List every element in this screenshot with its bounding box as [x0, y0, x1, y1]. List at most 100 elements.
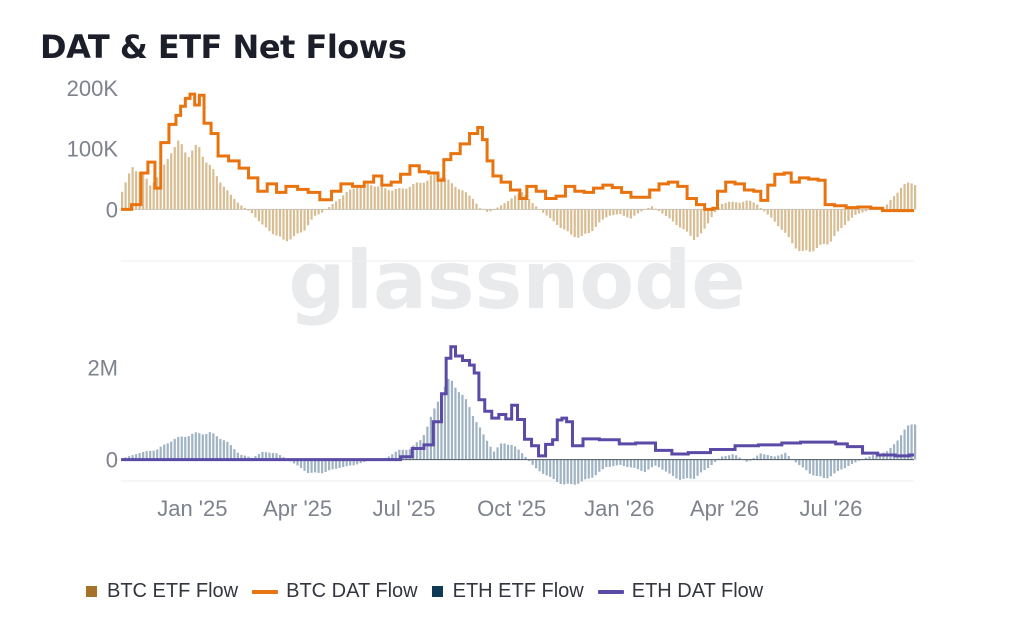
- btc-etf-bar: [619, 209, 622, 215]
- btc-etf-bar: [254, 209, 257, 218]
- btc-etf-bar: [485, 209, 489, 212]
- eth-etf-bar: [138, 453, 141, 460]
- eth-etf-bar: [187, 436, 190, 460]
- eth-etf-bar: [545, 459, 548, 476]
- btc-etf-bar: [226, 190, 229, 210]
- btc-etf-bar: [268, 209, 271, 232]
- btc-etf-bar: [201, 156, 204, 210]
- btc-etf-bar: [296, 209, 299, 234]
- eth-etf-bar: [542, 459, 545, 474]
- eth-etf-bar: [850, 459, 854, 464]
- btc-etf-bar: [622, 209, 625, 216]
- eth-etf-bar: [682, 459, 685, 479]
- eth-etf-bar: [577, 459, 580, 484]
- eth-etf-bar: [222, 440, 225, 460]
- eth-etf-bar: [608, 459, 611, 467]
- btc-etf-bar: [342, 195, 345, 210]
- eth-etf-bar: [766, 455, 769, 460]
- btc-etf-bar: [128, 173, 131, 210]
- eth-etf-bar: [864, 457, 868, 460]
- btc-etf-bar: [422, 182, 425, 210]
- btc-etf-bar: [521, 192, 524, 210]
- btc-etf-bar: [313, 209, 317, 216]
- btc-y-tick: 200K: [67, 76, 119, 101]
- btc-etf-bar: [861, 209, 864, 213]
- eth-etf-bar: [177, 436, 180, 460]
- btc-etf-bar: [299, 209, 303, 233]
- eth-etf-bar: [749, 459, 752, 461]
- btc-etf-bar: [640, 209, 643, 212]
- eth-etf-bar: [306, 459, 310, 474]
- btc-etf-bar: [847, 209, 850, 222]
- legend-swatch: [86, 586, 97, 597]
- eth-etf-bar: [521, 453, 524, 460]
- btc-etf-bar: [826, 209, 829, 245]
- eth-etf-bar: [777, 455, 780, 460]
- eth-etf-bar: [636, 459, 639, 470]
- eth-etf-bar: [429, 416, 432, 460]
- btc-etf-bar: [692, 209, 696, 241]
- btc-etf-bar: [843, 209, 847, 225]
- legend-item[interactable]: ETH DAT Flow: [597, 580, 763, 603]
- btc-etf-bar: [198, 147, 201, 210]
- eth-etf-bar: [461, 394, 464, 460]
- btc-etf-bar: [335, 201, 338, 210]
- eth-etf-bar: [454, 387, 457, 460]
- legend-item[interactable]: ETH ETF Flow: [431, 580, 584, 603]
- eth-etf-bar: [675, 459, 678, 479]
- eth-etf-bar: [503, 443, 506, 460]
- legend-label: BTC ETF Flow: [107, 580, 239, 602]
- btc-etf-bar: [661, 209, 664, 214]
- btc-etf-bar: [864, 209, 868, 212]
- eth-etf-bar: [194, 432, 197, 460]
- eth-etf-bar: [292, 459, 296, 464]
- eth-etf-bar: [745, 459, 748, 462]
- eth-etf-bar: [689, 459, 692, 479]
- eth-etf-bar: [903, 429, 906, 460]
- btc-etf-bar: [696, 209, 699, 237]
- legend-item[interactable]: BTC DAT Flow: [252, 580, 418, 603]
- eth-etf-bar: [492, 451, 496, 460]
- legend: BTC ETF Flow BTC DAT Flow ETH ETF Flow ETH …: [86, 580, 777, 603]
- eth-etf-bar: [405, 449, 408, 460]
- x-tick: Jan '26: [584, 496, 654, 521]
- eth-etf-bar: [268, 452, 271, 460]
- legend-item[interactable]: BTC ETF Flow: [86, 580, 238, 603]
- eth-etf-bar: [271, 452, 275, 460]
- eth-etf-bar: [538, 459, 541, 472]
- eth-etf-bar: [556, 459, 559, 483]
- chart-title: DAT & ETF Net Flows: [40, 28, 407, 66]
- eth-etf-bar: [668, 459, 671, 474]
- btc-etf-bar: [496, 207, 499, 210]
- eth-etf-bar: [524, 456, 527, 460]
- eth-etf-bar: [906, 425, 910, 460]
- btc-etf-bar: [777, 209, 780, 227]
- eth-etf-bar: [629, 459, 632, 468]
- eth-etf-bar: [296, 459, 299, 466]
- eth-etf-bar: [563, 459, 566, 485]
- btc-y-tick: 0: [106, 197, 118, 222]
- eth-etf-bar: [822, 459, 825, 478]
- btc-etf-bar: [815, 209, 818, 249]
- btc-etf-bar: [615, 209, 618, 215]
- btc-etf-bar: [149, 185, 152, 210]
- btc-etf-bar: [854, 209, 857, 215]
- x-tick: Apr '26: [690, 496, 759, 521]
- btc-etf-bar: [850, 209, 854, 218]
- eth-etf-bar: [812, 459, 815, 476]
- eth-etf-bar: [752, 458, 755, 460]
- eth-etf-bar: [145, 451, 148, 460]
- btc-etf-bar: [257, 209, 261, 222]
- btc-etf-bar: [243, 207, 247, 210]
- eth-etf-bar: [394, 451, 397, 460]
- eth-etf-bar: [615, 459, 618, 466]
- btc-etf-bar: [461, 190, 464, 210]
- eth-etf-bar: [773, 456, 776, 460]
- eth-etf-bar: [605, 459, 608, 468]
- eth-etf-bar: [243, 455, 247, 460]
- btc-etf-bar: [401, 188, 404, 210]
- btc-etf-bar: [464, 192, 468, 210]
- legend-label: BTC DAT Flow: [286, 580, 418, 602]
- eth-etf-bar: [356, 459, 359, 465]
- btc-etf-bar: [278, 209, 282, 237]
